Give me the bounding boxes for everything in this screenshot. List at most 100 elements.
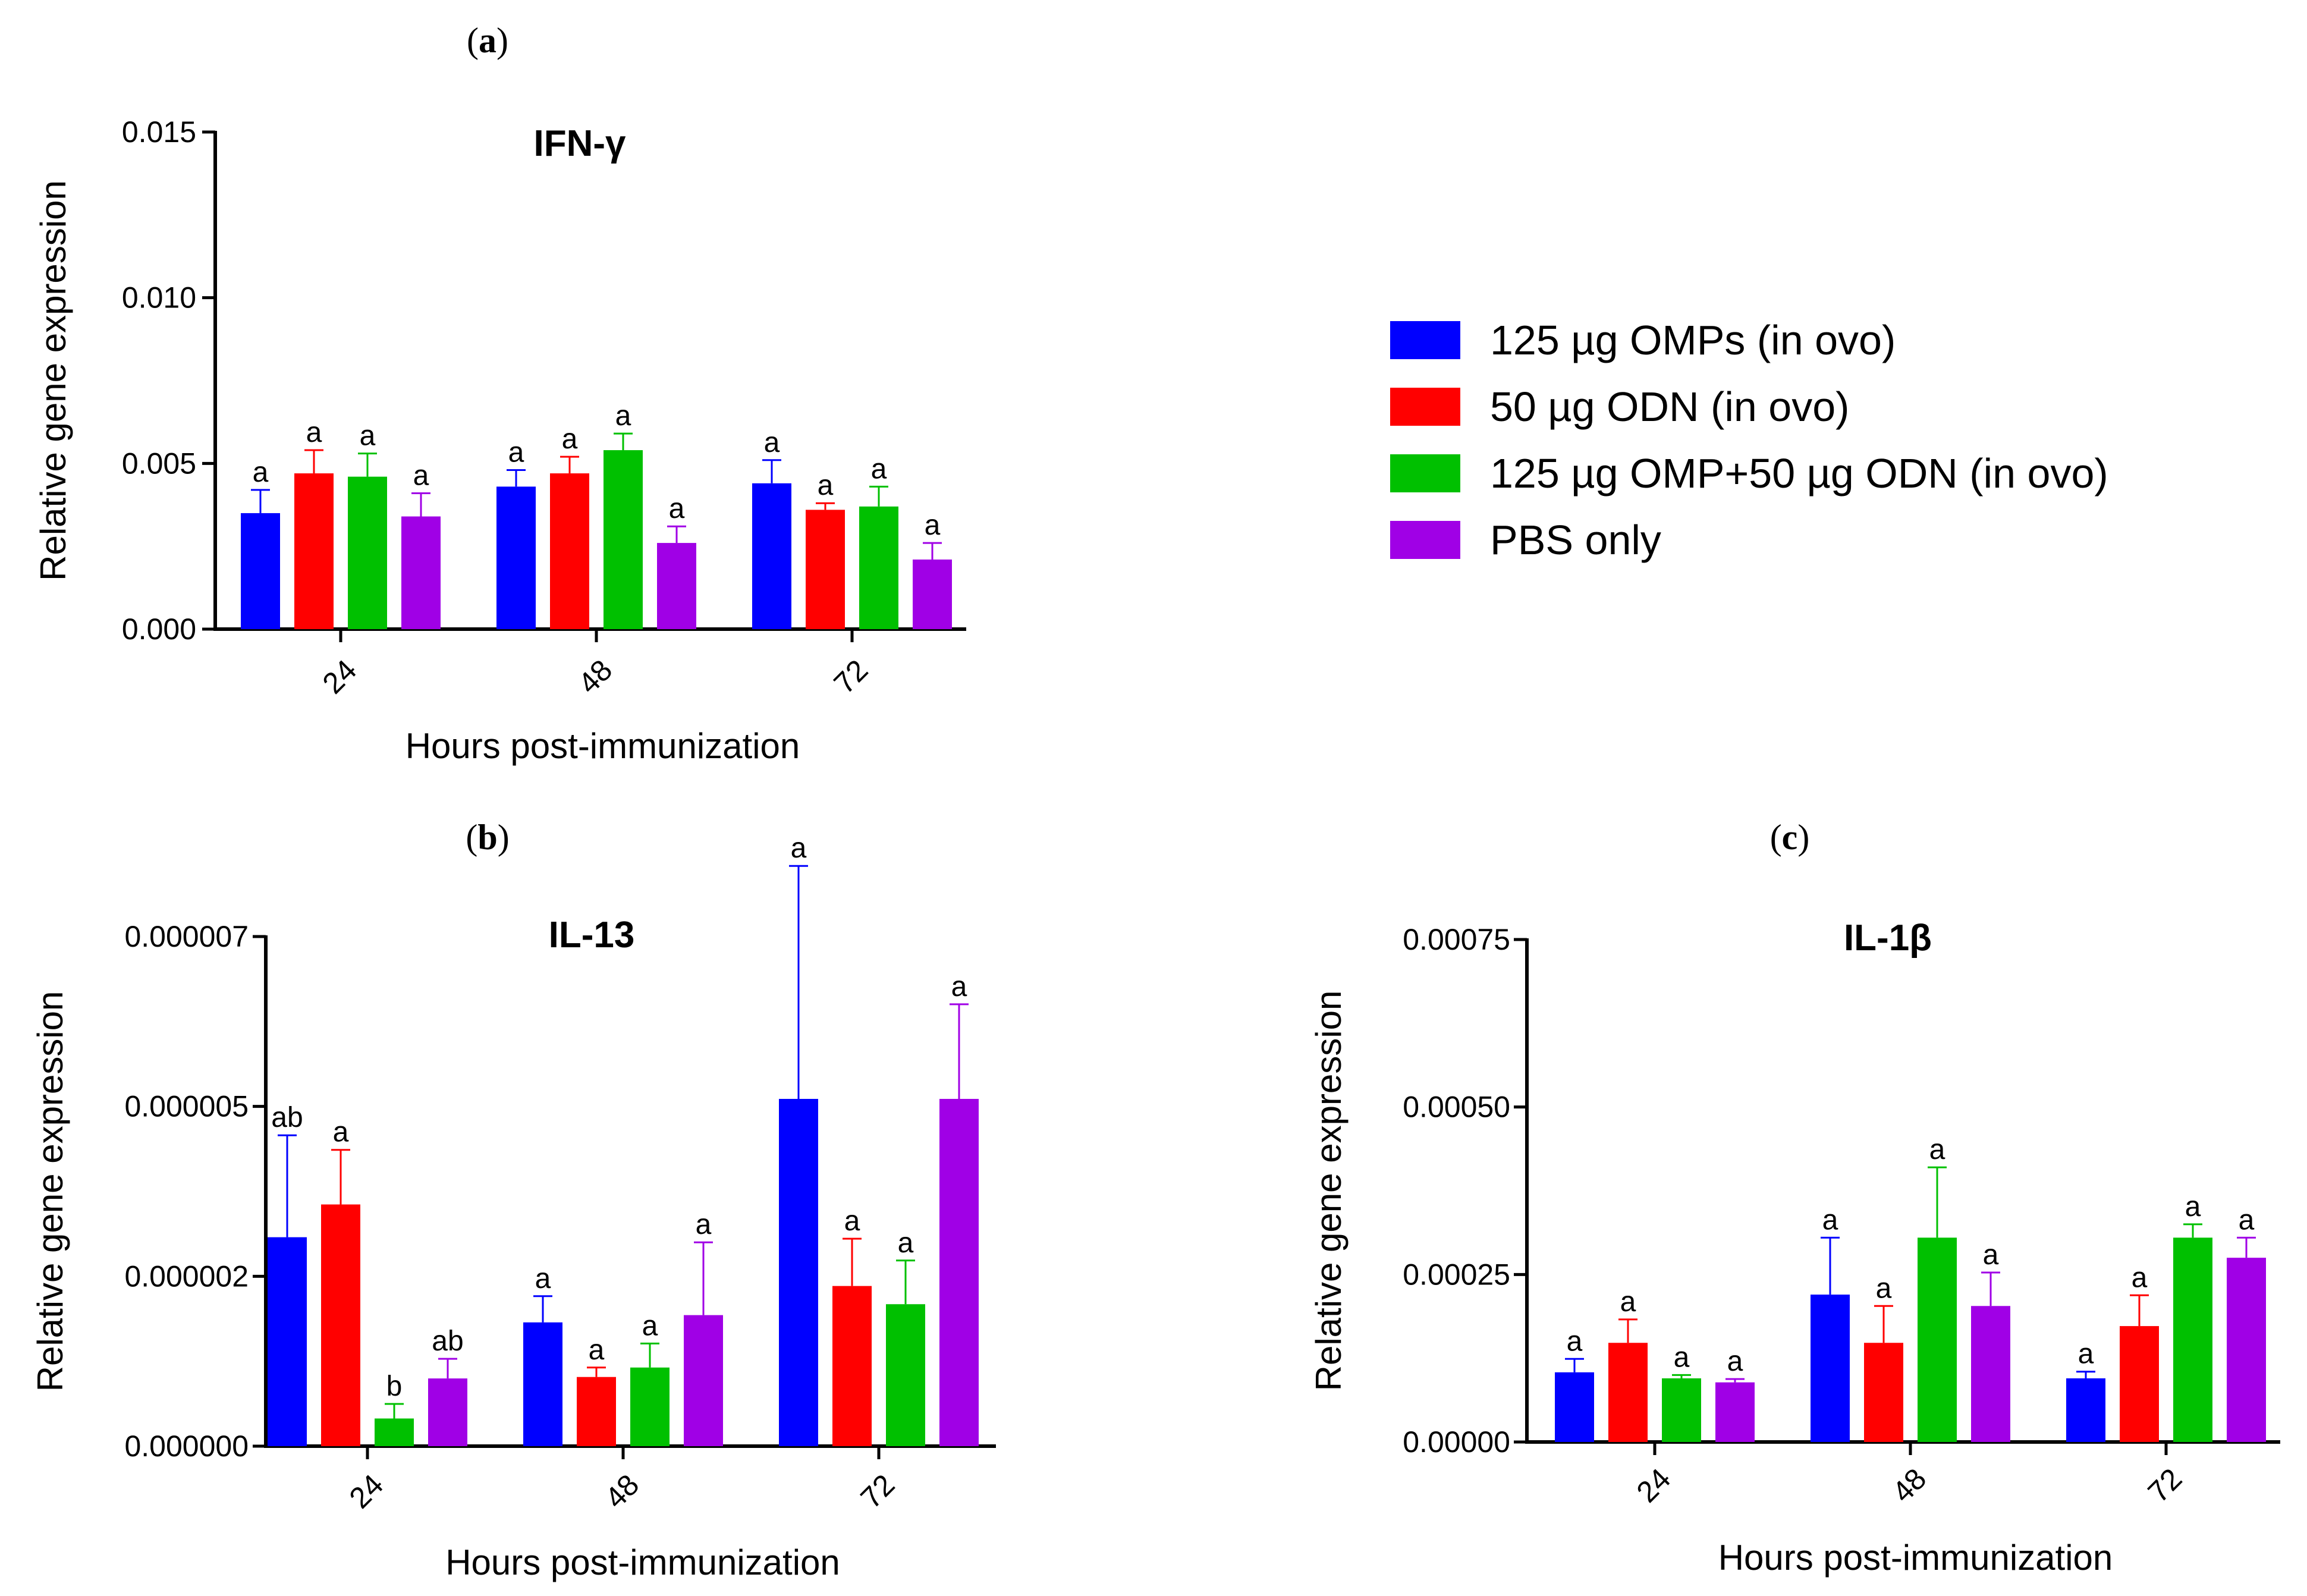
significance-label: a [669,493,685,524]
significance-label: a [925,510,941,541]
bar [496,486,536,629]
bar [859,506,898,629]
chart-title: IL-13 [549,915,635,956]
significance-label: a [1983,1239,1999,1271]
y-tick-label: 0.000002 [124,1259,249,1293]
significance-label: ab [432,1325,463,1357]
panel-label-a: (a) [467,21,508,60]
significance-label: ab [271,1102,303,1133]
significance-label: a [1876,1273,1892,1304]
bar [939,1099,979,1446]
x-axis-title: Hours post-immunization [1718,1538,2113,1578]
bar [657,543,696,629]
bar [1715,1382,1755,1442]
bar [886,1304,925,1446]
chart-panel-ifn-gamma: IFN-γ 0.000 0.005 0.010 0.015 Relative gene e… [33,115,966,766]
y-axis-title: Relative gene expression [33,180,73,581]
bar [1864,1343,1903,1442]
x-tick-label: 72 [854,1468,901,1515]
bar [1608,1343,1648,1442]
bar [550,473,589,629]
significance-label: a [1929,1134,1945,1165]
significance-label: a [764,427,780,458]
x-tick-label: 48 [572,654,619,700]
significance-label: a [306,417,322,448]
y-axis-title: Relative gene expression [30,991,70,1392]
y-tick-label: 0.00050 [1403,1091,1510,1124]
y-tick-label: 0.00000 [1403,1425,1510,1459]
significance-label: a [2185,1191,2201,1223]
significance-label: a [898,1227,914,1259]
bar [2227,1258,2266,1442]
significance-label: a [1620,1286,1636,1318]
legend-swatch [1390,454,1460,492]
bar [348,476,387,629]
y-tick-label: 0.00075 [1403,923,1510,956]
significance-label: a [844,1205,860,1237]
chart-panel-il-13: IL-13 0.000000 0.000002 0.000005 0.000007 Rel… [30,832,996,1582]
y-tick-label: 0.000005 [124,1090,249,1123]
y-tick-label: 0.000 [122,612,196,646]
bar [779,1099,818,1446]
legend-label: 50 µg ODN (in ovo) [1490,384,1849,430]
legend-label: PBS only [1490,517,1661,563]
y-tick-label: 0.00025 [1403,1258,1510,1291]
significance-label: a [642,1310,658,1341]
significance-label: a [1674,1341,1690,1373]
panel-label-c: (c) [1770,818,1810,857]
legend-label: 125 µg OMPs (in ovo) [1490,317,1896,363]
legend-swatch [1390,521,1460,559]
significance-label: a [1567,1325,1583,1357]
chart-panel-il-1-beta: IL-1β 0.00000 0.00025 0.00050 0.00075 Relativ… [1309,918,2280,1578]
bar [832,1286,872,1446]
significance-label: a [1727,1346,1743,1377]
x-tick-label: 24 [1630,1462,1677,1509]
bar [2066,1378,2105,1442]
bar [241,513,280,629]
x-tick-label: 24 [343,1468,390,1515]
legend: 125 µg OMPs (in ovo) 50 µg ODN (in ovo) 12… [1390,317,2108,563]
bar [1662,1378,1701,1442]
legend-swatch [1390,388,1460,426]
significance-label: a [562,423,578,455]
bar [401,516,441,629]
bar [375,1418,414,1446]
chart-title: IL-1β [1844,918,1932,959]
y-tick-label: 0.015 [122,115,196,149]
significance-label: a [2078,1339,2094,1370]
y-tick-label: 0.000000 [124,1430,249,1463]
bar [806,510,845,629]
significance-label: a [2132,1262,2148,1293]
significance-label: a [413,460,429,491]
x-tick-label: 24 [316,654,363,700]
significance-label: a [253,457,269,488]
bar [1971,1306,2010,1442]
chart-title: IFN-γ [534,123,627,164]
x-tick-label: 72 [2142,1462,2189,1509]
bar [752,483,791,629]
y-tick-label: 0.010 [122,281,196,315]
legend-label: 125 µg OMP+50 µg ODN (in ovo) [1490,450,2108,497]
bar [684,1315,723,1446]
bar [1918,1237,1957,1442]
significance-label: a [589,1334,605,1366]
significance-label: a [615,400,631,432]
x-tick-label: 72 [828,654,875,700]
significance-label: a [333,1117,349,1148]
bar [604,450,643,629]
bar [428,1378,467,1446]
bar [1811,1295,1850,1442]
bar [268,1237,307,1446]
y-axis-title: Relative gene expression [1309,991,1349,1391]
legend-swatch [1390,321,1460,359]
significance-label: a [951,971,967,1003]
x-tick-label: 48 [599,1468,646,1515]
significance-label: a [1822,1204,1838,1236]
panel-label-b: (b) [466,818,509,857]
bar [577,1377,616,1446]
x-tick-label: 48 [1886,1462,1933,1509]
bar [2120,1326,2159,1442]
x-axis-title: Hours post-immunization [445,1542,840,1582]
bar [1555,1372,1594,1442]
